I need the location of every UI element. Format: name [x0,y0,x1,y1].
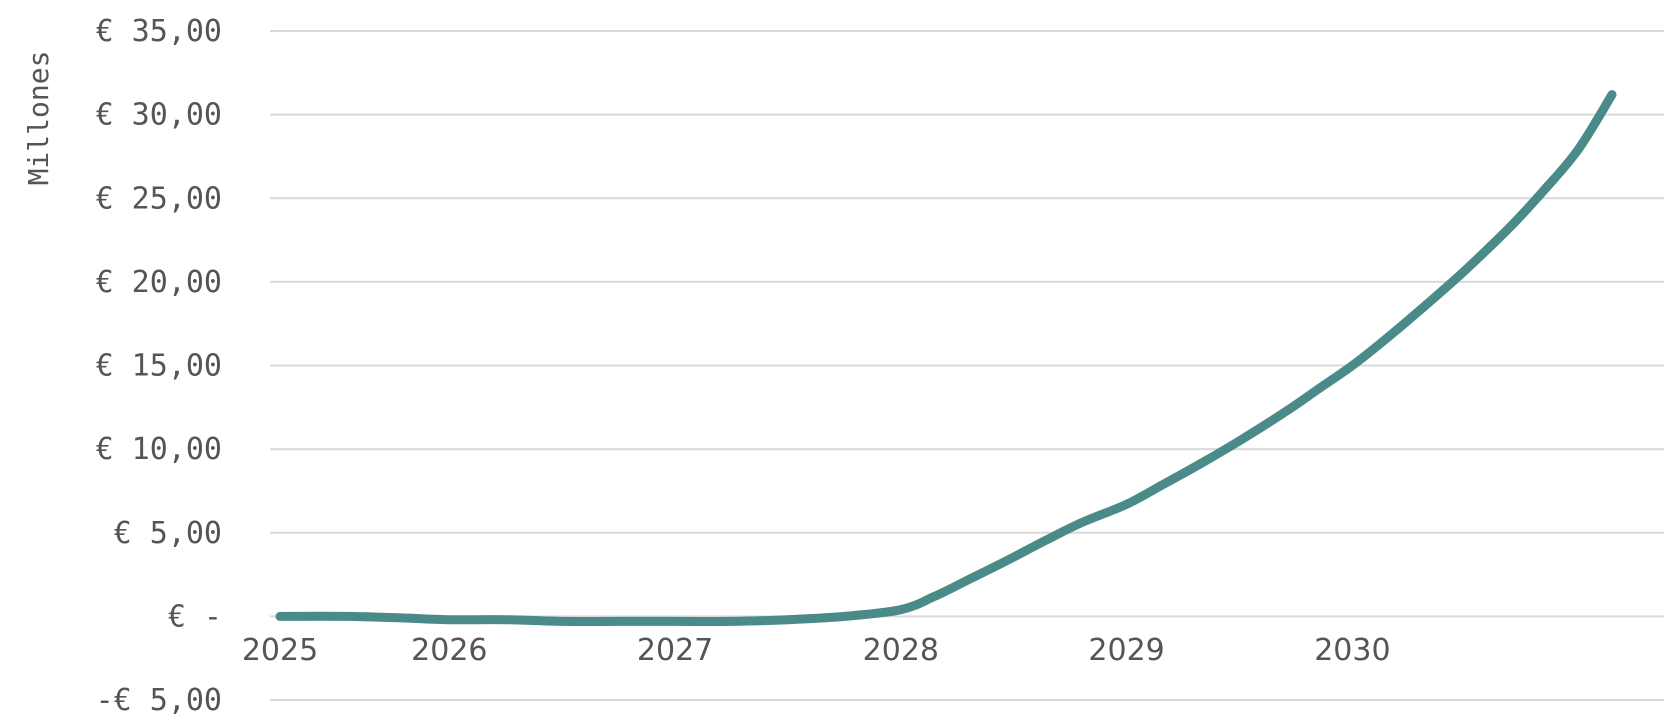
x-tick-label: 2030 [1314,633,1390,668]
x-tick-label: 2027 [637,633,713,668]
y-tick-label: € 30,00 [96,98,222,133]
x-axis-ticks: 2025 2026 2027 2028 2029 2030 [242,633,1391,668]
y-axis-ticks: € 35,00 € 30,00 € 25,00 € 20,00 € 15,00 € 10,… [96,14,222,714]
x-tick-label: 2028 [863,633,939,668]
y-tick-label: € - [168,599,222,634]
y-tick-label: € 15,00 [96,349,222,384]
x-tick-label: 2026 [411,633,487,668]
gridlines [270,30,1664,701]
y-tick-label: € 35,00 [96,14,222,49]
y-tick-label: € 10,00 [96,432,222,467]
series-line [275,90,1617,627]
x-tick-label: 2029 [1088,633,1164,668]
x-tick-label: 2025 [242,633,318,668]
y-tick-label: € 20,00 [96,265,222,300]
y-tick-label: -€ 5,00 [96,683,222,714]
series-layer [275,90,1617,627]
y-tick-label: € 25,00 [96,181,222,216]
y-axis-title: Millones [22,51,55,186]
y-tick-label: € 5,00 [114,516,222,551]
